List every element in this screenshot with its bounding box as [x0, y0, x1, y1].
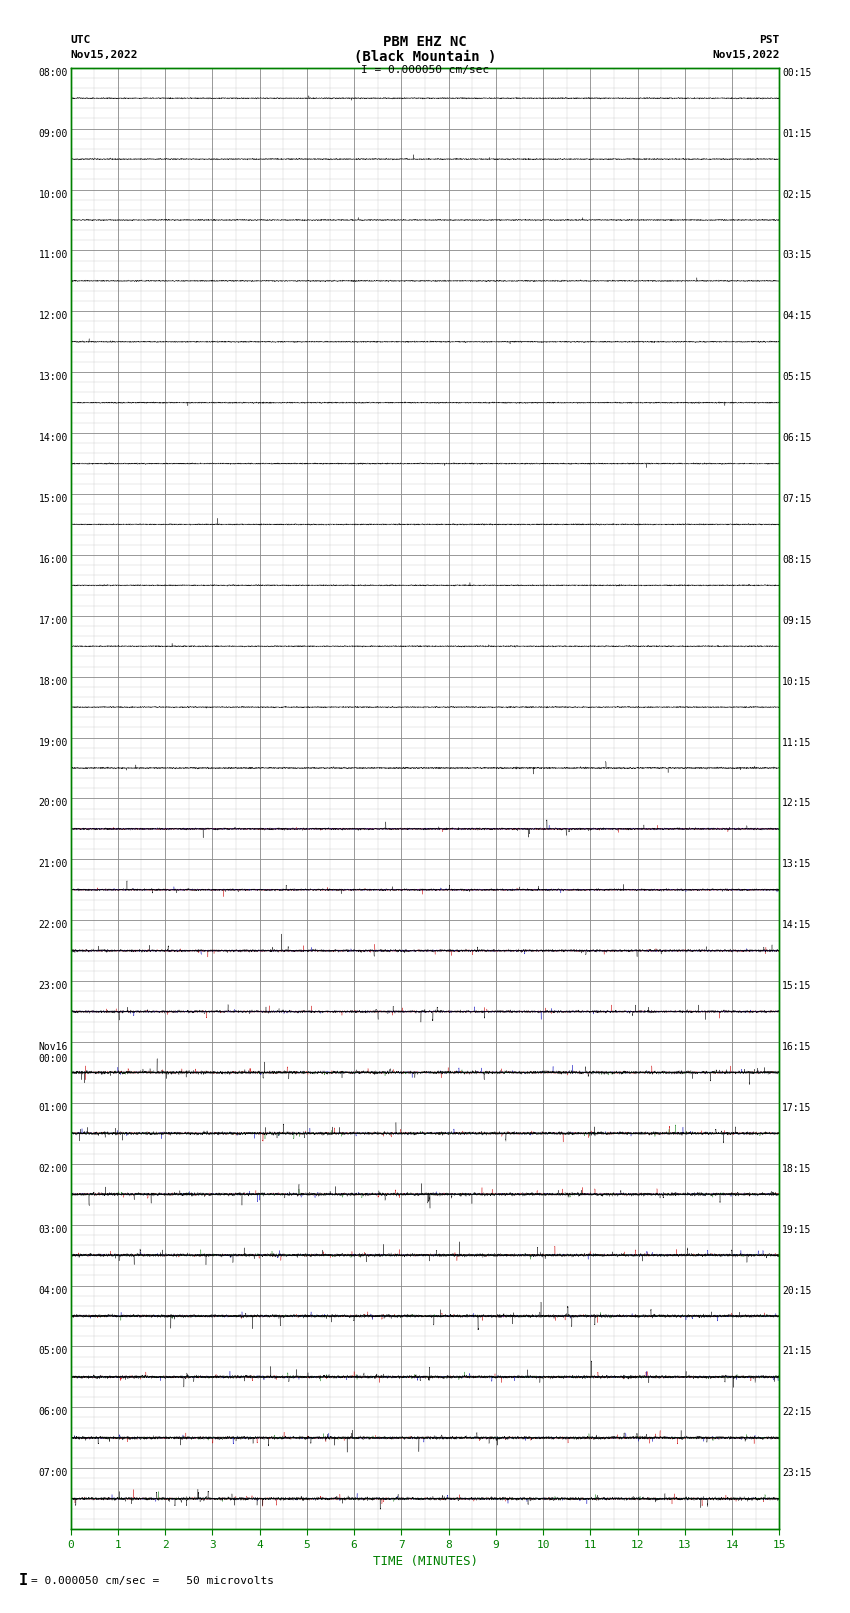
- Text: Nov15,2022: Nov15,2022: [71, 50, 138, 60]
- Text: (Black Mountain ): (Black Mountain ): [354, 50, 496, 65]
- X-axis label: TIME (MINUTES): TIME (MINUTES): [372, 1555, 478, 1568]
- Text: Nov15,2022: Nov15,2022: [712, 50, 779, 60]
- Text: UTC: UTC: [71, 35, 91, 45]
- Text: PST: PST: [759, 35, 779, 45]
- Text: I = 0.000050 cm/sec: I = 0.000050 cm/sec: [361, 65, 489, 74]
- Text: = 0.000050 cm/sec =    50 microvolts: = 0.000050 cm/sec = 50 microvolts: [31, 1576, 274, 1586]
- Text: PBM EHZ NC: PBM EHZ NC: [383, 35, 467, 50]
- Text: I: I: [19, 1573, 28, 1589]
